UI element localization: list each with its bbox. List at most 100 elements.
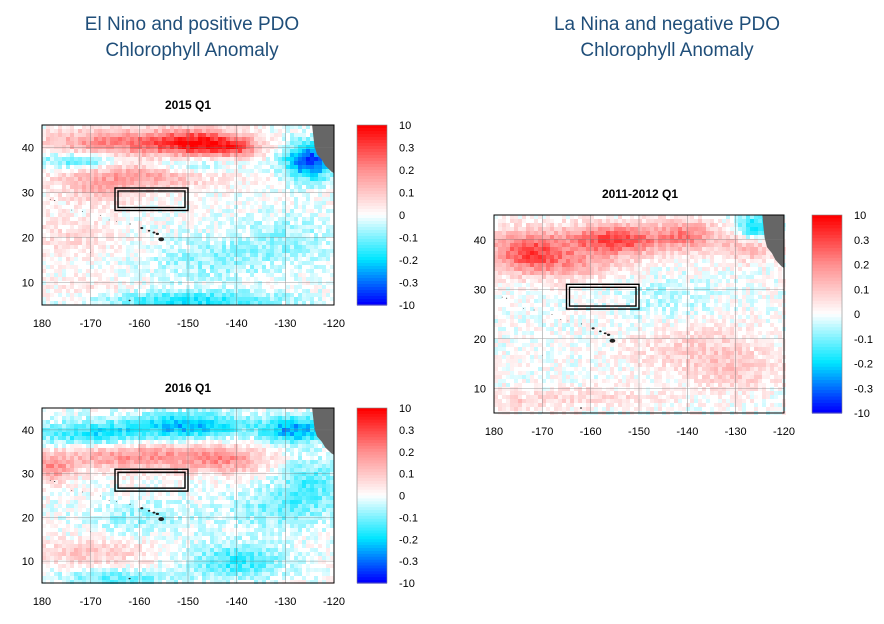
colorbar-segment	[357, 137, 387, 141]
colorbar-segment	[357, 248, 387, 252]
colorbar-segment	[357, 498, 387, 502]
x-tick-label: -160	[128, 596, 150, 608]
colorbar-segment	[812, 350, 842, 355]
colorbar-segment	[357, 492, 387, 497]
colorbar-segment	[357, 131, 387, 135]
colorbar-segment	[357, 571, 387, 575]
colorbar-segment	[357, 224, 387, 228]
colorbar-segment	[357, 457, 387, 462]
colorbar-segment	[357, 451, 387, 456]
colorbar-segment	[357, 158, 387, 162]
map-frame	[41, 124, 335, 306]
colorbar-segment	[357, 548, 387, 552]
colorbar-segment	[812, 386, 842, 391]
colorbar-segment	[357, 161, 387, 165]
left-heading-line1: El Nino and positive PDO	[84, 14, 300, 35]
colorbar-segment	[357, 278, 387, 282]
colorbar-label: 10	[399, 120, 411, 132]
x-tick-label: -150	[628, 426, 650, 438]
colorbar-segment	[812, 373, 842, 378]
island	[603, 332, 607, 335]
colorbar-segment	[357, 454, 387, 459]
colorbar-segment	[357, 448, 387, 453]
x-tick-label: -120	[323, 596, 345, 608]
y-tick-label: 40	[22, 143, 34, 155]
colorbar-label: -0.1	[854, 334, 873, 346]
colorbar-segment	[812, 356, 842, 361]
y-tick-label: 40	[22, 425, 34, 437]
x-tick-label: -160	[580, 426, 602, 438]
island	[155, 512, 160, 516]
island	[567, 320, 569, 322]
colorbar-segment	[357, 428, 387, 432]
colorbar-segment	[357, 466, 387, 470]
colorbar-segment	[357, 245, 387, 249]
colorbar-segment	[357, 504, 387, 508]
x-tick-label: -120	[773, 426, 795, 438]
colorbar-segment	[812, 380, 842, 384]
map-panel-1: 180 -170 -160 -150 -140 -130 -120 40 30 20 10 10 0.3…	[22, 403, 418, 608]
colorbar-segment	[812, 238, 842, 242]
colorbar-segment	[357, 495, 387, 500]
colorbar-segment	[357, 524, 387, 529]
colorbar-segment	[812, 383, 842, 388]
colorbar-segment	[812, 248, 842, 252]
colorbar-segment	[812, 330, 842, 335]
colorbar-segment	[812, 287, 842, 292]
colorbar-segment	[812, 257, 842, 262]
colorbar-segment	[357, 296, 387, 300]
colorbar-label: -0.2	[399, 255, 418, 267]
island	[522, 308, 525, 309]
island	[599, 330, 602, 333]
land-mass	[312, 408, 334, 455]
colorbar-label: 0.1	[399, 188, 414, 200]
y-tick-label: 10	[22, 556, 34, 568]
island	[606, 333, 611, 336]
colorbar-label: 0	[854, 309, 860, 321]
colorbar-segment	[357, 146, 387, 150]
colorbar-segment	[357, 167, 387, 171]
x-tick-label: -150	[177, 596, 199, 608]
island	[99, 215, 101, 216]
x-tick-label: -140	[676, 426, 698, 438]
right-heading-line2: Chlorophyll Anomaly	[580, 40, 754, 61]
colorbar-segment	[812, 363, 842, 368]
map-frame	[493, 214, 785, 414]
x-tick-label: -150	[177, 318, 199, 330]
island	[591, 327, 595, 330]
colorbar-segment	[357, 413, 387, 418]
colorbar-frame	[356, 407, 388, 584]
island	[99, 495, 101, 497]
colorbar-segment	[357, 565, 387, 570]
colorbar-segment	[812, 347, 842, 351]
island	[54, 481, 56, 482]
colorbar-segment	[812, 231, 842, 236]
colorbar-label: 0	[399, 491, 405, 503]
colorbar-segment	[357, 507, 387, 511]
colorbar-segment	[357, 254, 387, 258]
island	[81, 491, 83, 493]
colorbar-segment	[812, 353, 842, 358]
colorbar-label: -0.1	[399, 233, 418, 245]
colorbar-segment	[812, 267, 842, 272]
colorbar-segment	[357, 143, 387, 147]
island	[49, 199, 51, 201]
study-box-outer	[114, 187, 189, 212]
colorbar-segment	[812, 314, 842, 318]
colorbar-segment	[357, 266, 387, 270]
colorbar-segment	[357, 475, 387, 479]
colorbar-segment	[357, 521, 387, 526]
colorbar-segment	[357, 149, 387, 153]
colorbar-segment	[357, 577, 387, 581]
study-box-inner	[117, 190, 186, 209]
land-mass	[762, 215, 784, 268]
colorbar-segment	[357, 437, 387, 441]
colorbar-label: -10	[399, 578, 415, 590]
right-heading-line1: La Nina and negative PDO	[553, 14, 781, 35]
island	[533, 309, 535, 311]
y-tick-label: 20	[22, 512, 34, 524]
colorbar-segment	[812, 393, 842, 398]
colorbar-segment	[812, 264, 842, 269]
colorbar-frame	[811, 214, 843, 414]
